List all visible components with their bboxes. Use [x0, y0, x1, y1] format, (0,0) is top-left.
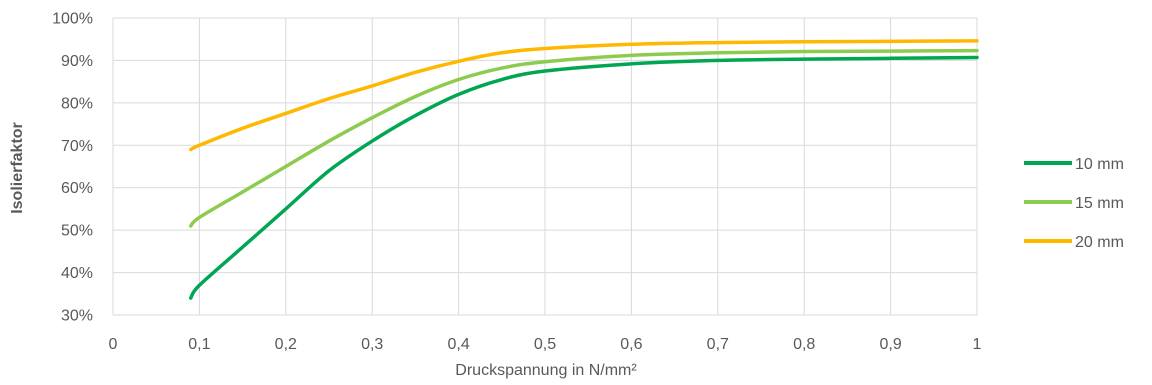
- series-line-3: [189, 39, 979, 152]
- y-tick-label: 40%: [61, 265, 93, 282]
- series-line-2: [189, 48, 979, 228]
- chart-legend: 10 mm 15 mm 20 mm: [1024, 156, 1124, 251]
- x-tick-label: 0,8: [793, 336, 815, 353]
- x-tick-label: 0: [109, 336, 118, 353]
- y-tick-label: 100%: [52, 11, 93, 28]
- y-axis-title: Isolierfaktor: [9, 122, 26, 214]
- chart-series: [189, 39, 979, 300]
- x-tick-label: 0,7: [707, 336, 729, 353]
- legend-label: 10 mm: [1075, 156, 1124, 173]
- x-tick-label: 0,3: [361, 336, 383, 353]
- legend-label: 20 mm: [1075, 234, 1124, 251]
- x-tick-label: 1: [973, 336, 982, 353]
- x-tick-label: 0,6: [620, 336, 642, 353]
- legend-label: 15 mm: [1075, 195, 1124, 212]
- x-tick-label: 0,9: [879, 336, 901, 353]
- series-line-1: [189, 55, 979, 300]
- x-axis-ticks: 0 0,1 0,2 0,3 0,4 0,5 0,6 0,7 0,8 0,9 1: [109, 336, 982, 353]
- x-axis-title: Druckspannung in N/mm²: [455, 362, 637, 379]
- x-tick-label: 0,4: [447, 336, 469, 353]
- y-tick-label: 80%: [61, 95, 93, 112]
- x-tick-label: 0,5: [534, 336, 556, 353]
- x-tick-label: 0,2: [275, 336, 297, 353]
- y-tick-label: 50%: [61, 223, 93, 240]
- y-tick-label: 30%: [61, 308, 93, 325]
- y-tick-label: 90%: [61, 53, 93, 70]
- y-tick-label: 70%: [61, 138, 93, 155]
- y-axis-ticks: 30% 40% 50% 60% 70% 80% 90% 100%: [52, 11, 93, 325]
- y-tick-label: 60%: [61, 180, 93, 197]
- x-tick-label: 0,1: [188, 336, 210, 353]
